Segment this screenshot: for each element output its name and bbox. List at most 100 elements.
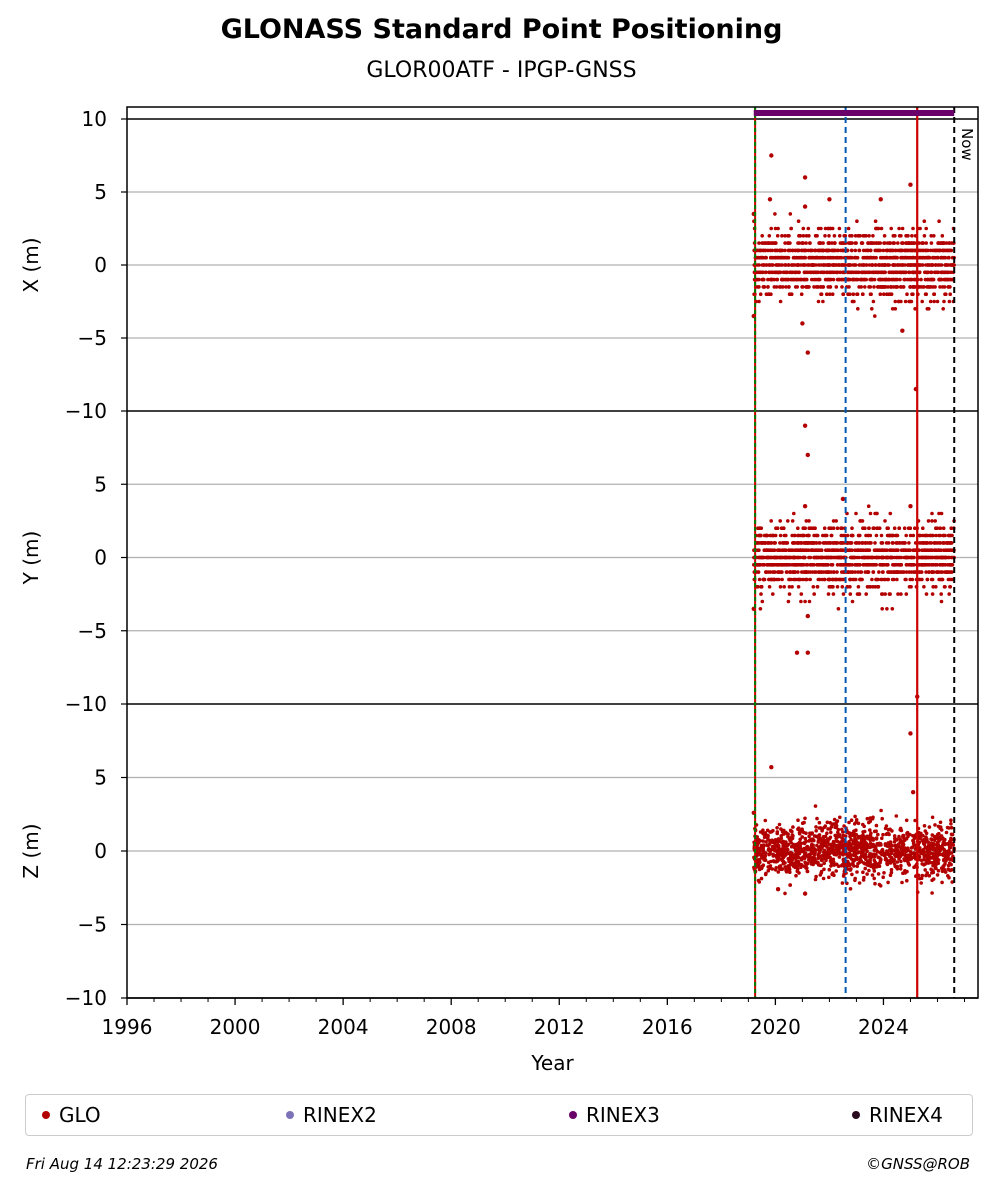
glo-point (792, 863, 797, 867)
glo-point (786, 277, 790, 282)
glo-point (832, 817, 837, 822)
glo-point (896, 555, 901, 560)
glo-point (857, 563, 861, 567)
glo-point (834, 869, 838, 873)
glo-point (851, 839, 855, 843)
glo-point (775, 826, 779, 830)
legend-label-rinex3: RINEX3 (586, 1103, 660, 1127)
glo-point (895, 541, 899, 545)
glo-point (853, 548, 857, 552)
glo-point (778, 248, 782, 253)
glo-point (861, 870, 865, 874)
glo-point (775, 270, 780, 275)
glo-point (783, 234, 787, 238)
glo-point (822, 263, 826, 267)
glo-point (943, 277, 947, 282)
glo-point (779, 563, 783, 567)
glo-point (869, 292, 873, 297)
glo-point (770, 563, 774, 567)
glo-point (770, 867, 775, 871)
glo-point (816, 856, 820, 861)
glo-point (902, 838, 907, 842)
glo-point (829, 864, 833, 868)
glo-point (805, 285, 810, 289)
glo-point (799, 248, 804, 253)
glo-point (804, 519, 809, 523)
glo-point (897, 834, 901, 839)
glo-point (800, 285, 804, 289)
legend-item-glo: GLO (42, 1103, 101, 1127)
glo-point (838, 846, 842, 850)
glo-point (930, 592, 935, 596)
glo-point (760, 241, 764, 245)
glo-point (800, 548, 805, 552)
glo-point (783, 241, 787, 245)
glo-point (831, 255, 836, 260)
glo-point (876, 832, 880, 837)
glo-point (949, 825, 954, 830)
glo-point (927, 255, 932, 260)
glo-point (945, 570, 949, 574)
glo-point (895, 570, 899, 574)
glo-point (857, 850, 861, 854)
glo-point (887, 270, 892, 275)
legend-label-rinex4: RINEX4 (869, 1103, 943, 1127)
glo-point (759, 555, 763, 560)
glo-point (893, 563, 898, 567)
glo-point (874, 837, 879, 841)
glo-point (861, 878, 866, 882)
glo-point (799, 277, 804, 282)
glo-point (879, 808, 883, 813)
glo-point (939, 834, 944, 838)
glo-point (866, 504, 871, 509)
glo-point (912, 263, 916, 267)
glo-point (767, 541, 771, 545)
glo-point (821, 270, 825, 275)
glo-point (840, 585, 845, 589)
glo-point (912, 548, 916, 552)
glo-point (912, 854, 917, 858)
glo-point (788, 570, 792, 574)
glo-point (847, 263, 852, 267)
glo-point (909, 856, 914, 860)
glo-point (855, 870, 859, 874)
legend-item-rinex2: RINEX2 (286, 1103, 377, 1127)
glo-point (924, 248, 929, 253)
glo-outlier-point (802, 891, 808, 896)
glo-point (821, 299, 825, 304)
glo-point (882, 292, 886, 297)
glo-point (841, 563, 845, 567)
glo-point (851, 858, 855, 863)
glo-point (825, 820, 830, 825)
glo-point (780, 234, 784, 238)
glo-point (769, 519, 773, 523)
glo-point (768, 830, 772, 834)
glo-point (894, 850, 898, 855)
glo-point (776, 870, 781, 874)
glo-point (800, 835, 804, 839)
glo-point (801, 226, 806, 231)
glo-point (757, 248, 762, 253)
glo-point (910, 270, 915, 275)
glo-point (941, 541, 945, 545)
glo-point (866, 548, 871, 552)
glo-point (871, 815, 875, 820)
glo-point (925, 853, 930, 858)
glo-point (760, 277, 765, 282)
glo-point (872, 526, 876, 530)
glo-point (757, 577, 762, 582)
glo-point (847, 847, 851, 852)
glo-point (794, 873, 798, 878)
glo-point (947, 241, 951, 245)
glo-point (908, 548, 912, 552)
legend-marker-rinex3 (569, 1111, 577, 1119)
glo-point (926, 263, 930, 267)
legend-label-glo: GLO (59, 1103, 101, 1127)
glo-point (939, 846, 943, 851)
glo-point (772, 548, 777, 552)
glo-point (882, 234, 887, 238)
x-tick-label: 2016 (642, 1015, 693, 1039)
glo-outlier-point (802, 175, 808, 180)
glo-point (872, 277, 877, 282)
glo-point (827, 842, 832, 847)
